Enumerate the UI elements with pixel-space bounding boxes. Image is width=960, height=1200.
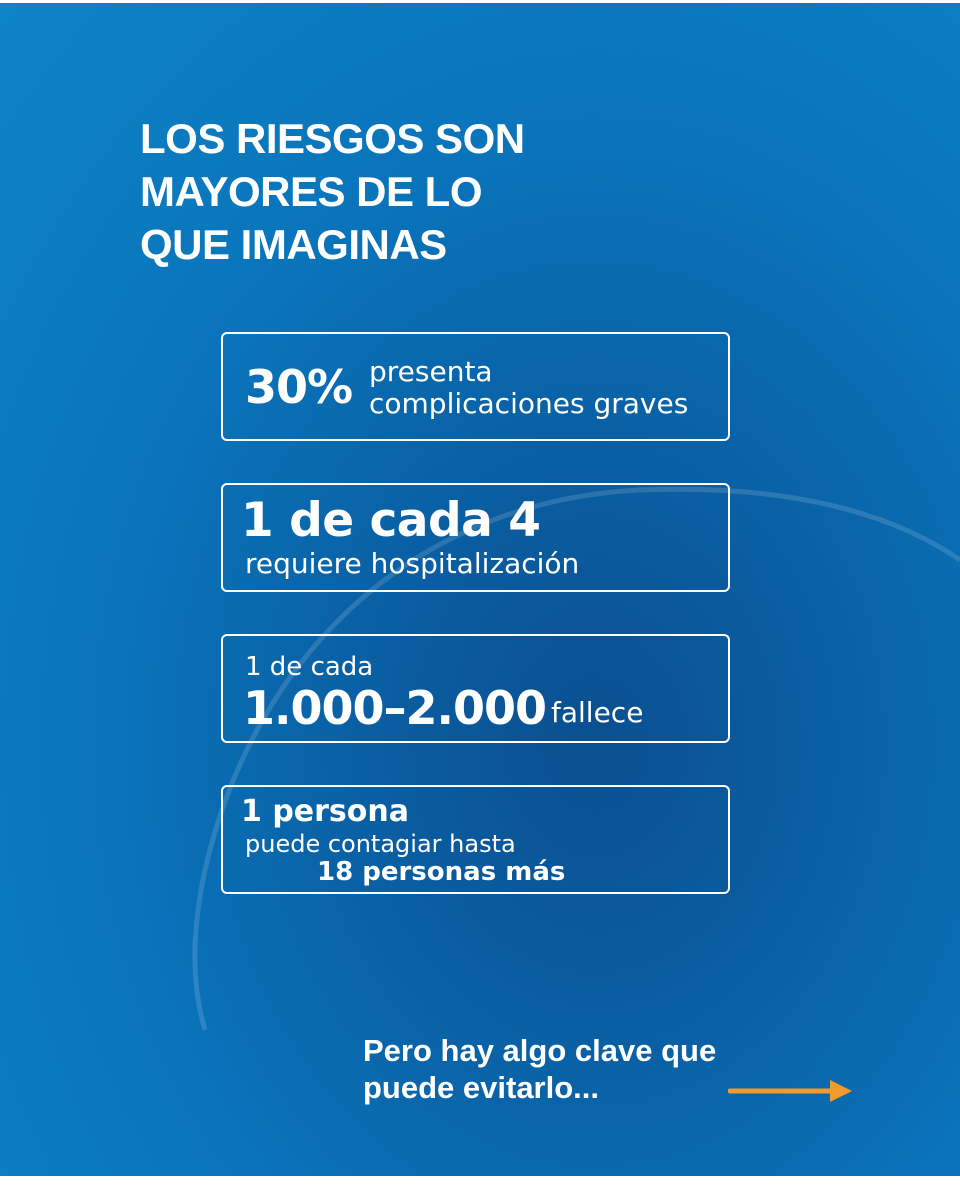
- stat-prefix: 1 de cada: [245, 652, 374, 682]
- stat-description-line-1: presenta: [369, 355, 493, 388]
- stat-range: 1.000–2.000: [243, 681, 547, 735]
- stat-description: fallece: [551, 696, 644, 729]
- stat-count: 18 personas más: [317, 857, 566, 887]
- cta-line-1: Pero hay algo clave que: [363, 1033, 717, 1068]
- stat-subject: 1 persona: [241, 794, 410, 829]
- page-title: LOS RIESGOS SON MAYORES DE LO QUE IMAGIN…: [140, 112, 525, 271]
- stat-card-hospitalization: 1 de cada 4 requiere hospitalización: [221, 483, 730, 592]
- stat-card-complications: 30% presenta complicaciones graves: [221, 332, 730, 441]
- title-line-1: LOS RIESGOS SON: [140, 115, 525, 162]
- stat-card-contagion: 1 persona puede contagiar hasta 18 perso…: [221, 785, 730, 894]
- title-line-2: MAYORES DE LO: [140, 168, 483, 215]
- stat-description: requiere hospitalización: [245, 547, 580, 580]
- call-to-action-text: Pero hay algo clave que puede evitarlo..…: [363, 1032, 716, 1106]
- stat-description: puede contagiar hasta: [245, 830, 516, 858]
- arrow-right-icon[interactable]: [728, 1078, 854, 1104]
- stat-percent: 30%: [245, 360, 353, 414]
- top-divider: [0, 0, 960, 3]
- title-line-3: QUE IMAGINAS: [140, 221, 447, 268]
- stat-card-mortality: 1 de cada 1.000–2.000 fallece: [221, 634, 730, 743]
- stat-description: presenta complicaciones graves: [369, 356, 688, 420]
- stat-ratio: 1 de cada 4: [241, 493, 541, 548]
- bottom-divider: [0, 1176, 960, 1200]
- stat-description-line-2: complicaciones graves: [369, 387, 689, 420]
- cta-line-2: puede evitarlo...: [363, 1070, 600, 1105]
